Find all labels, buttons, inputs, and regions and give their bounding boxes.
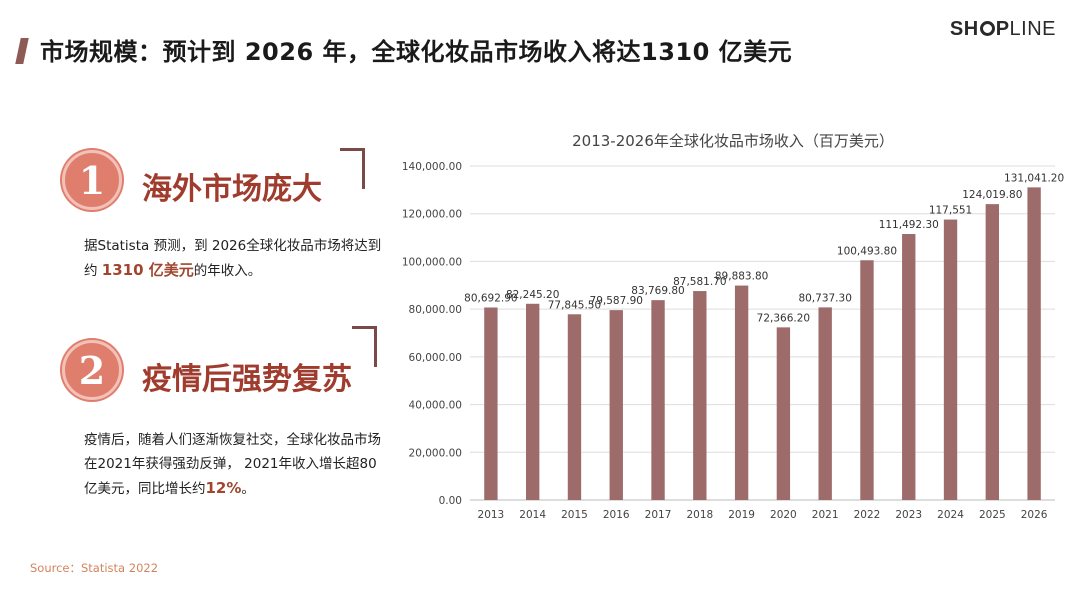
highlight-growth: 12% [205, 479, 242, 497]
y-tick-label: 40,000.00 [409, 400, 462, 412]
y-tick-label: 20,000.00 [409, 447, 462, 459]
bar-2021 [818, 307, 832, 500]
bar-2017 [651, 300, 665, 500]
bar-2014 [525, 303, 540, 500]
bar-2023 [902, 234, 916, 500]
number-badge-2: 2 [62, 340, 122, 400]
bar-2016 [609, 310, 623, 500]
x-tick-label: 2025 [979, 509, 1006, 521]
data-label: 111,492.30 [879, 219, 939, 231]
bar-2015 [567, 314, 582, 500]
point-1-heading: 海外市场庞大 [142, 172, 322, 207]
y-tick-label: 140,000.00 [402, 161, 462, 173]
bar-2019 [734, 285, 749, 500]
revenue-bar-chart: 2013-2026年全球化妆品市场收入（百万美元） 0.00 20,000.00 4… [402, 132, 1064, 521]
x-tick-label: 2023 [895, 509, 922, 521]
data-label: 131,041.20 [1004, 172, 1064, 184]
x-tick-label: 2022 [854, 509, 881, 521]
highlight-revenue: 1310 亿美元 [101, 261, 194, 279]
x-tick-label: 2013 [478, 509, 505, 521]
x-tick-label: 2019 [728, 509, 755, 521]
data-label: 100,493.80 [837, 245, 897, 257]
data-label: 80,737.30 [798, 292, 851, 304]
x-tick-label: 2018 [686, 509, 713, 521]
data-label: 80,692.90 [464, 292, 517, 304]
x-tick-label: 2016 [603, 509, 630, 521]
y-tick-label: 0.00 [439, 495, 462, 507]
data-label: 117,551 [929, 205, 972, 217]
y-tick-label: 60,000.00 [409, 352, 462, 364]
title-accent-bar [15, 38, 29, 64]
point-2-description: 疫情后，随着人们逐渐恢复社交，全球化妆品市场在2021年获得强劲反弹， 2021… [84, 432, 381, 497]
data-label: 77,845.50 [548, 299, 601, 311]
page-title: 市场规模：预计到 2026 年，全球化妆品市场收入将达1310 亿美元 [40, 38, 793, 66]
bar-2024 [943, 219, 958, 501]
data-label: 79,587.90 [590, 295, 643, 307]
data-label: 124,019.80 [962, 189, 1022, 201]
bar-2022 [860, 260, 874, 500]
data-label: 87,581.70 [673, 276, 726, 288]
shopline-logo: SH PLINE [949, 18, 1056, 40]
data-label: 83,769.80 [631, 285, 684, 297]
y-tick-label: 120,000.00 [402, 209, 462, 221]
chart-title: 2013-2026年全球化妆品市场收入（百万美元） [572, 132, 894, 150]
data-label: 82,245.20 [506, 289, 559, 301]
logo-o-icon [979, 21, 995, 36]
corner-bracket-icon [340, 148, 365, 189]
corner-bracket-icon [352, 326, 377, 367]
bar-2025 [985, 204, 1000, 500]
point-1-description: 据Statista 预测，到 2026全球化妆品市场将达到约 1310 亿美元的… [84, 238, 382, 279]
x-tick-label: 2024 [937, 509, 964, 521]
x-tick-label: 2026 [1021, 509, 1048, 521]
x-tick-label: 2021 [812, 509, 839, 521]
bar-2013 [484, 307, 498, 500]
bar-2020 [776, 327, 791, 500]
bar-2026 [1027, 187, 1041, 500]
source-note: Source：Statista 2022 [30, 561, 159, 575]
x-tick-label: 2015 [561, 509, 588, 521]
y-tick-label: 80,000.00 [409, 304, 462, 316]
x-tick-label: 2014 [519, 509, 546, 521]
number-badge-1: 1 [62, 150, 122, 210]
point-2-heading: 疫情后强势复苏 [142, 362, 352, 397]
x-tick-label: 2017 [645, 509, 672, 521]
x-tick-label: 2020 [770, 509, 797, 521]
bar-2018 [693, 291, 707, 500]
data-label: 72,366.20 [757, 312, 810, 324]
data-label: 89,883.80 [715, 271, 768, 283]
y-tick-label: 100,000.00 [402, 256, 462, 268]
